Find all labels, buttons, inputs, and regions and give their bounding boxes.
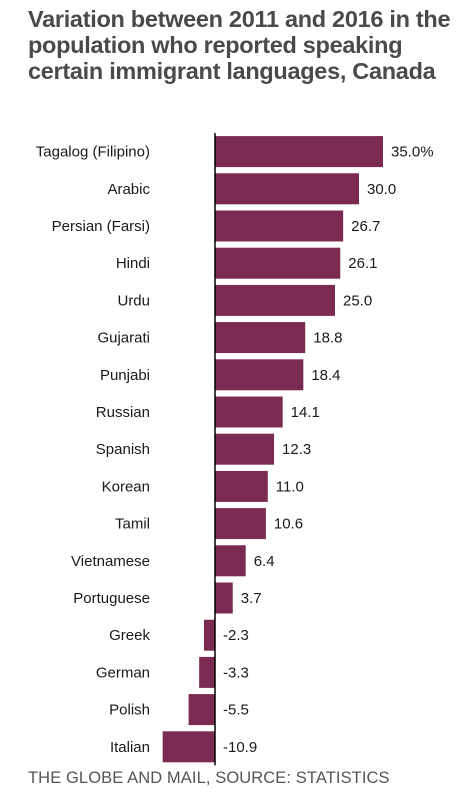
value-label-korean: 11.0 bbox=[276, 478, 304, 495]
value-label-portuguese: 3.7 bbox=[241, 590, 262, 607]
bars-layer bbox=[162, 136, 383, 763]
category-label-hindi: Hindi bbox=[116, 255, 150, 272]
bar-tamil bbox=[215, 508, 266, 540]
bar-hindi bbox=[215, 247, 341, 279]
value-label-punjabi: 18.4 bbox=[311, 367, 340, 384]
value-label-italian: -10.9 bbox=[223, 739, 257, 756]
bar-spanish bbox=[215, 433, 275, 465]
value-label-hindi: 26.1 bbox=[348, 255, 377, 272]
category-label-urdu: Urdu bbox=[117, 292, 150, 309]
value-labels: 35.0% 30.0 26.7 26.1 25.0 18.8 18.4 14.1 12.3 11.… bbox=[223, 144, 434, 756]
value-label-gujarati: 18.8 bbox=[313, 330, 342, 347]
chart-title: Variation between 2011 and 2016 in the p… bbox=[28, 6, 451, 84]
bar-vietnamese bbox=[215, 545, 246, 577]
category-label-greek: Greek bbox=[109, 627, 150, 644]
bar-portuguese bbox=[215, 582, 233, 614]
category-label-vietnamese: Vietnamese bbox=[71, 553, 150, 570]
bar-punjabi bbox=[215, 359, 304, 391]
category-label-portuguese: Portuguese bbox=[73, 590, 150, 607]
bar-german bbox=[199, 656, 215, 688]
category-label-italian: Italian bbox=[110, 739, 150, 756]
value-label-russian: 14.1 bbox=[291, 404, 320, 421]
value-label-urdu: 25.0 bbox=[343, 292, 372, 309]
category-label-arabic: Arabic bbox=[107, 181, 150, 198]
value-label-arabic: 30.0 bbox=[367, 181, 396, 198]
source-credit: THE GLOBE AND MAIL, SOURCE: STATISTICS bbox=[28, 769, 390, 787]
bar-korean bbox=[215, 470, 268, 502]
category-label-persian-farsi: Persian (Farsi) bbox=[52, 218, 150, 235]
value-label-vietnamese: 6.4 bbox=[254, 553, 275, 570]
bar-polish bbox=[188, 694, 215, 726]
value-label-persian-farsi: 26.7 bbox=[351, 218, 380, 235]
value-label-spanish: 12.3 bbox=[282, 441, 311, 458]
category-label-tagalog-filipino: Tagalog (Filipino) bbox=[36, 144, 150, 161]
value-label-german: -3.3 bbox=[223, 664, 249, 681]
bar-tagalog-filipino bbox=[215, 136, 383, 168]
category-label-tamil: Tamil bbox=[115, 516, 150, 533]
value-label-tamil: 10.6 bbox=[274, 516, 303, 533]
category-label-spanish: Spanish bbox=[96, 441, 150, 458]
value-label-greek: -2.3 bbox=[223, 627, 249, 644]
bar-urdu bbox=[215, 284, 335, 316]
value-label-tagalog-filipino: 35.0% bbox=[391, 144, 434, 161]
bar-gujarati bbox=[215, 322, 306, 354]
category-label-punjabi: Punjabi bbox=[100, 367, 150, 384]
category-label-gujarati: Gujarati bbox=[97, 330, 150, 347]
category-label-polish: Polish bbox=[109, 702, 150, 719]
bar-italian bbox=[162, 731, 215, 763]
bar-persian-farsi bbox=[215, 210, 344, 242]
bar-arabic bbox=[215, 173, 359, 205]
category-label-russian: Russian bbox=[96, 404, 150, 421]
category-label-korean: Korean bbox=[102, 478, 150, 495]
category-labels: Tagalog (Filipino) Arabic Persian (Farsi) H… bbox=[36, 144, 151, 756]
category-label-german: German bbox=[96, 664, 150, 681]
bar-russian bbox=[215, 396, 283, 428]
value-label-polish: -5.5 bbox=[223, 702, 249, 719]
bar-greek bbox=[203, 619, 215, 651]
